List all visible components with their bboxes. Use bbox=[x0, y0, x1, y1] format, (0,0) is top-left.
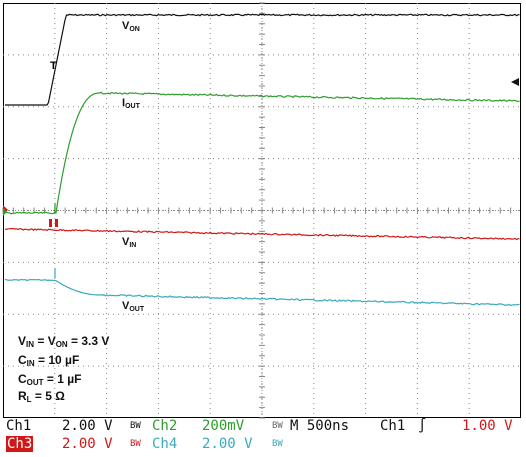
label-von: VON bbox=[122, 20, 140, 33]
condition-rl: RL = 5 Ω bbox=[18, 389, 65, 404]
trace-iout bbox=[4, 91, 520, 215]
ch1-name[interactable]: Ch1 bbox=[6, 418, 32, 434]
label-vout: VOUT bbox=[122, 300, 145, 313]
trigger-source[interactable]: Ch1 bbox=[380, 418, 406, 434]
ch3-trigger-marker bbox=[55, 219, 58, 227]
ch3-scale: 2.00 V bbox=[62, 436, 113, 452]
trigger-slope-icon: ∫ bbox=[418, 418, 427, 434]
graticule bbox=[2, 2, 521, 419]
ch2-bw-limit: BW bbox=[272, 421, 283, 431]
condition-cout: COUT = 1 µF bbox=[18, 372, 82, 387]
status-row-2: Ch3 2.00 V BW Ch4 2.00 V BW bbox=[0, 436, 526, 454]
ch4-scale: 2.00 V bbox=[202, 436, 253, 452]
ch2-ref-marker bbox=[3, 208, 7, 216]
condition-vin-von: VIN = VON = 3.3 V bbox=[18, 334, 110, 349]
trigger-level-arrow bbox=[511, 78, 519, 86]
status-row-1: Ch1 2.00 V BW Ch2 200mV BW M 500ns Ch1 ∫… bbox=[0, 418, 526, 436]
timebase[interactable]: M 500ns bbox=[290, 418, 350, 434]
ch4-bw-limit: BW bbox=[272, 439, 283, 449]
trigger-level[interactable]: 1.00 V bbox=[462, 418, 513, 434]
label-iout: IOUT bbox=[122, 97, 140, 110]
ch2-scale: 200mV bbox=[202, 418, 245, 434]
ch3-bw-limit: BW bbox=[130, 439, 141, 449]
ch1-bw-limit: BW bbox=[130, 421, 141, 431]
label-vin: VIN bbox=[122, 236, 137, 249]
condition-cin: CIN = 10 µF bbox=[18, 353, 80, 368]
ch4-name[interactable]: Ch4 bbox=[152, 436, 178, 452]
trace-vout bbox=[4, 278, 520, 307]
ch2-name[interactable]: Ch2 bbox=[152, 418, 178, 434]
traces bbox=[3, 13, 520, 307]
trigger-time-marker: T bbox=[50, 60, 57, 72]
trace-vin bbox=[4, 227, 520, 241]
ch3-name[interactable]: Ch3 bbox=[6, 436, 34, 452]
ch1-scale: 2.00 V bbox=[62, 418, 113, 434]
trace-von bbox=[5, 13, 520, 106]
ch3-trigger-marker bbox=[49, 219, 52, 227]
